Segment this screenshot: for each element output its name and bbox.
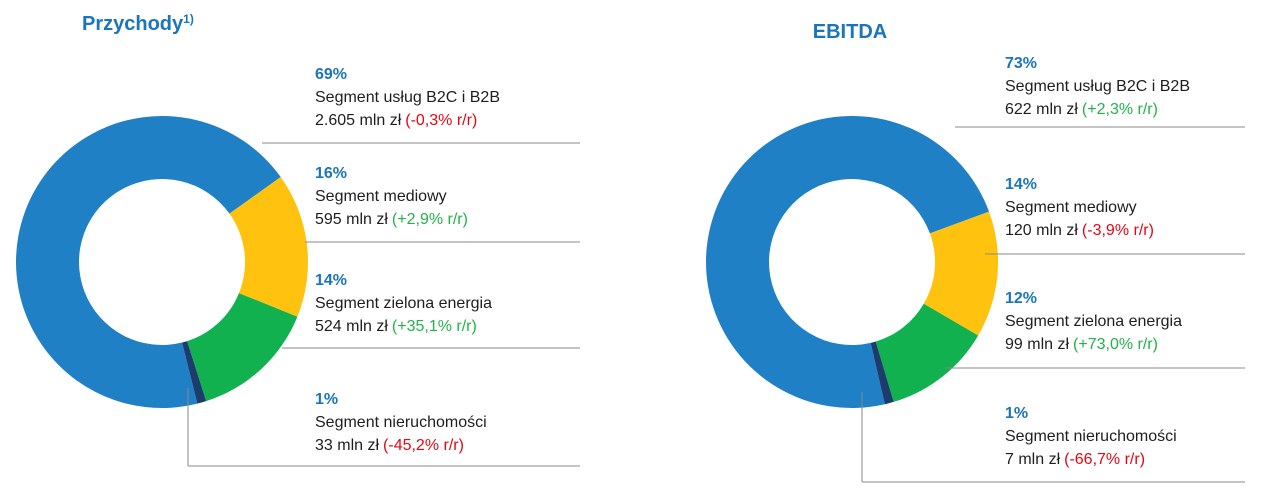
value-label: 14% <box>1005 176 1037 193</box>
change: (+35,1% r/r) <box>392 318 477 335</box>
value-label: 14% <box>315 272 347 289</box>
segment-amount: 33 mln zł (-45,2% r/r) <box>315 437 464 454</box>
segment-name: Segment usług B2C i B2B <box>1005 78 1190 95</box>
donut-slice <box>229 177 308 317</box>
donut-chart: EBITDA 73% Segment usług B2C i B2B 622 mln … <box>706 21 1245 483</box>
segment-name: Segment nieruchomości <box>315 414 487 431</box>
segment-amount: 99 mln zł (+73,0% r/r) <box>1005 336 1158 353</box>
segment-amount: 622 mln zł (+2,3% r/r) <box>1005 101 1158 118</box>
donut-slice <box>870 341 894 405</box>
donut-slice <box>923 211 998 336</box>
segment-amount: 120 mln zł (-3,9% r/r) <box>1005 222 1154 239</box>
amount: 33 mln zł <box>315 437 379 454</box>
donut-slice <box>182 341 207 404</box>
amount: 2.605 mln zł <box>315 112 402 129</box>
segment-name: Segment mediowy <box>1005 199 1137 216</box>
segment-name: Segment usług B2C i B2B <box>315 89 500 106</box>
value-label: 12% <box>1005 290 1037 307</box>
change: (-0,3% r/r) <box>405 112 477 129</box>
segment-name: Segment zielona energia <box>1005 313 1182 330</box>
change: (+2,3% r/r) <box>1082 101 1158 118</box>
amount: 595 mln zł <box>315 211 388 228</box>
segment-amount: 2.605 mln zł (-0,3% r/r) <box>315 112 477 129</box>
donut-slice <box>875 303 979 402</box>
change: (-66,7% r/r) <box>1064 451 1145 468</box>
chart-title: Przychody1) <box>82 12 194 35</box>
donut-slice <box>16 116 281 409</box>
change: (+2,9% r/r) <box>392 211 468 228</box>
segment-amount: 524 mln zł (+35,1% r/r) <box>315 318 477 335</box>
amount: 99 mln zł <box>1005 336 1069 353</box>
value-label: 16% <box>315 165 347 182</box>
change: (-3,9% r/r) <box>1082 222 1154 239</box>
segment-name: Segment zielona energia <box>315 295 492 312</box>
donut-chart: Przychody1) 69% Segment usług B2C i B2B 2.6… <box>16 12 580 467</box>
value-label: 73% <box>1005 55 1037 72</box>
segment-amount: 595 mln zł (+2,9% r/r) <box>315 211 468 228</box>
value-label: 69% <box>315 66 347 83</box>
amount: 7 mln zł <box>1005 451 1061 468</box>
value-label: 1% <box>1005 405 1028 422</box>
amount: 120 mln zł <box>1005 222 1078 239</box>
change: (-45,2% r/r) <box>383 437 464 454</box>
change: (+73,0% r/r) <box>1073 336 1158 353</box>
value-label: 1% <box>315 391 338 408</box>
chart-title: EBITDA <box>813 21 887 43</box>
segment-name: Segment nieruchomości <box>1005 428 1177 445</box>
segment-amount: 7 mln zł (-66,7% r/r) <box>1005 451 1145 468</box>
donut-slice <box>187 293 298 402</box>
segment-name: Segment mediowy <box>315 188 447 205</box>
title-note: 1) <box>183 12 194 26</box>
title-text: EBITDA <box>813 21 887 43</box>
amount: 622 mln zł <box>1005 101 1078 118</box>
title-text: Przychody <box>82 13 184 35</box>
donut-slice <box>706 116 990 408</box>
amount: 524 mln zł <box>315 318 388 335</box>
